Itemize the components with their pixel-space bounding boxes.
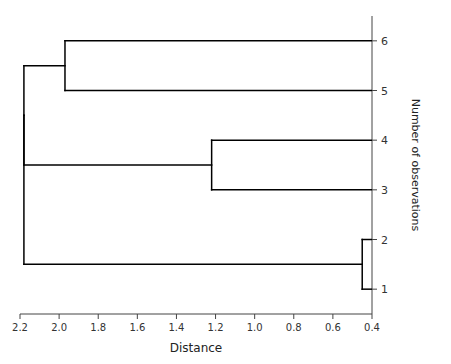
y-tick-label: 5 [381, 85, 388, 98]
x-tick [254, 314, 255, 319]
merge-branch [65, 90, 372, 92]
merge-branch [362, 239, 372, 241]
y-tick-label: 6 [381, 35, 388, 48]
x-axis-title: Distance [170, 341, 222, 355]
x-axis-line [20, 314, 372, 315]
x-tick-label: 0.8 [286, 322, 302, 333]
merge-branch [65, 40, 372, 42]
x-tick-label: 2.2 [12, 322, 28, 333]
dendrogram [24, 41, 372, 289]
merge-branch [212, 189, 372, 191]
x-tick-label: 1.8 [90, 322, 106, 333]
y-tick [372, 90, 377, 91]
y-axis-title: Number of observations [409, 99, 422, 232]
x-tick-label: 2.0 [51, 322, 67, 333]
y-tick-label: 1 [381, 283, 388, 296]
y-tick [372, 140, 377, 141]
x-tick [332, 314, 333, 319]
y-tick [372, 40, 377, 41]
x-tick [372, 314, 373, 319]
merge-branch [362, 288, 372, 290]
x-tick [293, 314, 294, 319]
y-tick-label: 2 [381, 234, 388, 247]
y-tick [372, 189, 377, 190]
merge-branch [24, 264, 362, 266]
y-tick [372, 239, 377, 240]
y-tick-label: 4 [381, 134, 388, 147]
merge-link [23, 115, 25, 264]
x-tick-label: 1.0 [247, 322, 263, 333]
x-tick [59, 314, 60, 319]
y-tick [372, 289, 377, 290]
x-tick [176, 314, 177, 319]
y-axis-line [372, 16, 373, 314]
merge-branch [212, 139, 372, 141]
x-tick-label: 0.6 [325, 322, 341, 333]
merge-branch [24, 164, 212, 166]
x-tick [20, 314, 21, 319]
chart: 2.2 2.0 1.8 1.6 1.4 1.2 1.0 0.8 0.6 0.4 1 2 3 4 5 6 Dist… [0, 0, 451, 364]
x-tick-label: 1.2 [208, 322, 224, 333]
x-tick [98, 314, 99, 319]
x-tick-label: 1.6 [129, 322, 145, 333]
x-tick-label: 0.4 [364, 322, 380, 333]
x-tick [137, 314, 138, 319]
x-tick-label: 1.4 [168, 322, 184, 333]
y-tick-label: 3 [381, 184, 388, 197]
axes: 2.2 2.0 1.8 1.6 1.4 1.2 1.0 0.8 0.6 0.4 1 2 3 4 5 6 [12, 16, 388, 333]
merge-branch [24, 65, 65, 67]
x-tick [215, 314, 216, 319]
